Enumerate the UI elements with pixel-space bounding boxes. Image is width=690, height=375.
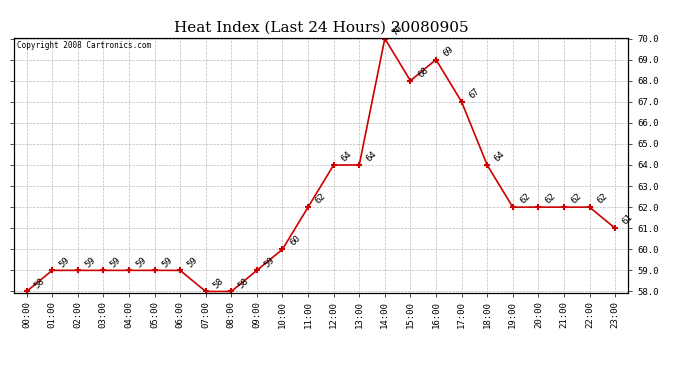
Text: 61: 61 <box>621 213 635 227</box>
Text: 58: 58 <box>237 276 250 290</box>
Text: 68: 68 <box>416 65 430 80</box>
Text: 58: 58 <box>211 276 225 290</box>
Text: 64: 64 <box>493 150 506 164</box>
Text: 58: 58 <box>32 276 46 290</box>
Text: 62: 62 <box>569 192 584 206</box>
Text: 59: 59 <box>109 255 123 269</box>
Text: 59: 59 <box>262 255 277 269</box>
Text: 62: 62 <box>595 192 609 206</box>
Text: 59: 59 <box>83 255 97 269</box>
Text: 62: 62 <box>518 192 532 206</box>
Text: 59: 59 <box>160 255 174 269</box>
Text: 62: 62 <box>544 192 558 206</box>
Text: 69: 69 <box>442 44 455 58</box>
Text: 70: 70 <box>391 23 404 37</box>
Text: Copyright 2008 Cartronics.com: Copyright 2008 Cartronics.com <box>17 41 151 50</box>
Text: 62: 62 <box>314 192 328 206</box>
Text: 60: 60 <box>288 234 302 248</box>
Text: 64: 64 <box>339 150 353 164</box>
Text: 59: 59 <box>186 255 199 269</box>
Text: 64: 64 <box>365 150 379 164</box>
Text: 59: 59 <box>135 255 148 269</box>
Text: 59: 59 <box>58 255 72 269</box>
Text: 67: 67 <box>467 86 481 100</box>
Title: Heat Index (Last 24 Hours) 20080905: Heat Index (Last 24 Hours) 20080905 <box>174 21 468 35</box>
